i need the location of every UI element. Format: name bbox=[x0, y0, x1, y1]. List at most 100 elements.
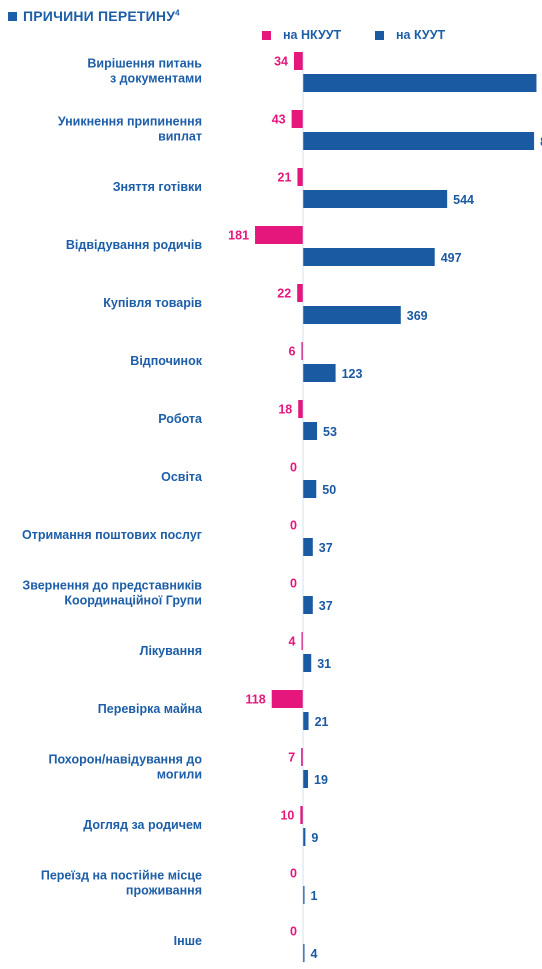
category-label-line: Переїзд на постійне місце bbox=[41, 869, 202, 883]
bar-nkuut bbox=[297, 168, 303, 186]
category-label: Похорон/навідування до могили bbox=[49, 753, 203, 782]
bar-nkuut bbox=[297, 284, 303, 302]
bar-kuut bbox=[303, 596, 313, 614]
category-label: Зняття готівки bbox=[113, 180, 202, 194]
category-label-line: Звернення до представників bbox=[22, 579, 202, 593]
bar-nkuut bbox=[301, 632, 303, 650]
value-label-kuut: 544 bbox=[453, 193, 474, 207]
bar-kuut bbox=[303, 712, 309, 730]
value-label-kuut: 21 bbox=[315, 715, 329, 729]
bar-kuut bbox=[303, 770, 309, 788]
value-label-nkuut: 6 bbox=[288, 345, 295, 359]
value-label-nkuut: 18 bbox=[278, 403, 292, 417]
bar-nkuut bbox=[271, 690, 303, 708]
value-label-nkuut: 4 bbox=[289, 635, 296, 649]
category-label: Переїзд на постійне місце проживання bbox=[41, 869, 202, 898]
value-label-kuut: 19 bbox=[314, 773, 328, 787]
category-label-line: Лікування bbox=[140, 644, 202, 658]
category-label-line: Зняття готівки bbox=[113, 180, 202, 194]
value-label-kuut: 123 bbox=[342, 367, 363, 381]
category-label: Догляд за родичем bbox=[83, 818, 202, 832]
value-label-kuut: 497 bbox=[441, 251, 462, 265]
bar-nkuut bbox=[301, 748, 303, 766]
value-label-nkuut: 0 bbox=[290, 867, 297, 881]
category-label: Отримання поштових послуг bbox=[22, 528, 202, 542]
legend-label-kuut: на КУУТ bbox=[396, 28, 446, 42]
legend-item-nkuut: на НКУУТ bbox=[262, 28, 341, 42]
bar-kuut bbox=[303, 74, 537, 92]
value-label-nkuut: 22 bbox=[277, 287, 291, 301]
value-label-kuut: 31 bbox=[317, 657, 331, 671]
category-label-line: Відпочинок bbox=[130, 354, 202, 368]
category-label: Лікування bbox=[140, 644, 202, 658]
category-label: Інше bbox=[174, 934, 202, 948]
category-label-line: Отримання поштових послуг bbox=[22, 528, 202, 542]
category-label-line: могили bbox=[157, 768, 202, 782]
category-label-line: Купівля товарів bbox=[103, 296, 202, 310]
bar-kuut bbox=[303, 190, 448, 208]
value-label-kuut: 4 bbox=[311, 947, 318, 961]
value-label-nkuut: 21 bbox=[278, 171, 292, 185]
legend-swatch-nkuut bbox=[262, 30, 271, 40]
title-footnote-mark: 4 bbox=[175, 8, 180, 18]
value-label-kuut: 9 bbox=[311, 831, 318, 845]
bar-kuut bbox=[303, 654, 312, 672]
value-label-nkuut: 7 bbox=[288, 751, 295, 765]
category-label-line: Вирішення питань bbox=[87, 57, 202, 71]
bar-kuut bbox=[303, 538, 313, 556]
value-label-nkuut: 43 bbox=[272, 113, 286, 127]
category-label-line: Інше bbox=[174, 934, 202, 948]
category-label: Освіта bbox=[161, 470, 203, 484]
category-label-line: проживання bbox=[126, 884, 202, 898]
title-square-icon bbox=[8, 11, 17, 21]
category-label-line: Відвідування родичів bbox=[66, 238, 202, 252]
bar-kuut bbox=[303, 886, 305, 904]
category-label-line: Догляд за родичем bbox=[83, 818, 202, 832]
value-label-nkuut: 0 bbox=[290, 577, 297, 591]
category-label-line: Перевірка майна bbox=[98, 702, 203, 716]
legend: на НКУУТ на КУУТ bbox=[0, 28, 542, 46]
category-label: Робота bbox=[158, 412, 203, 426]
bar-kuut bbox=[303, 364, 336, 382]
bar-nkuut bbox=[300, 806, 303, 824]
category-label-line: Робота bbox=[158, 412, 203, 426]
bar-kuut bbox=[303, 480, 317, 498]
value-label-kuut: 1 bbox=[311, 889, 318, 903]
value-label-nkuut: 118 bbox=[246, 693, 266, 707]
category-label-line: з документами bbox=[110, 72, 202, 86]
value-label-kuut: 369 bbox=[407, 309, 428, 323]
bar-nkuut bbox=[291, 110, 303, 128]
legend-item-kuut: на КУУТ bbox=[375, 28, 445, 42]
bar-kuut bbox=[303, 132, 535, 150]
value-label-nkuut: 34 bbox=[274, 55, 288, 69]
category-label-line: Похорон/навідування до bbox=[49, 753, 203, 767]
legend-swatch-kuut bbox=[375, 30, 384, 40]
bar-kuut bbox=[303, 422, 318, 440]
bar-kuut bbox=[303, 944, 305, 962]
bar-kuut bbox=[303, 248, 435, 266]
bar-nkuut bbox=[298, 400, 303, 418]
category-label-line: Освіта bbox=[161, 470, 203, 484]
value-label-kuut: 37 bbox=[319, 599, 333, 613]
category-label: Перевірка майна bbox=[98, 702, 203, 716]
bar-nkuut bbox=[255, 226, 303, 244]
bar-kuut bbox=[303, 828, 306, 846]
value-label-nkuut: 0 bbox=[290, 461, 297, 475]
bar-nkuut bbox=[301, 342, 303, 360]
bar-kuut bbox=[303, 306, 401, 324]
chart-title: ПРИЧИНИ ПЕРЕТИНУ4 bbox=[23, 8, 180, 24]
value-label-kuut: 53 bbox=[323, 425, 337, 439]
value-label-kuut: 37 bbox=[319, 541, 333, 555]
value-label-nkuut: 0 bbox=[290, 925, 297, 939]
category-label: Відвідування родичів bbox=[66, 238, 202, 252]
legend-label-nkuut: на НКУУТ bbox=[283, 28, 342, 42]
category-label-line: виплат bbox=[158, 130, 202, 144]
chart-title-group: ПРИЧИНИ ПЕРЕТИНУ4 bbox=[8, 6, 180, 26]
value-label-nkuut: 0 bbox=[290, 519, 297, 533]
value-label-nkuut: 10 bbox=[280, 809, 294, 823]
category-label: Звернення до представників Координаційної… bbox=[22, 579, 202, 608]
category-label-line: Координаційної Групи bbox=[64, 594, 202, 608]
category-label: Уникнення припинення виплат bbox=[58, 115, 202, 144]
category-label: Відпочинок bbox=[130, 354, 202, 368]
